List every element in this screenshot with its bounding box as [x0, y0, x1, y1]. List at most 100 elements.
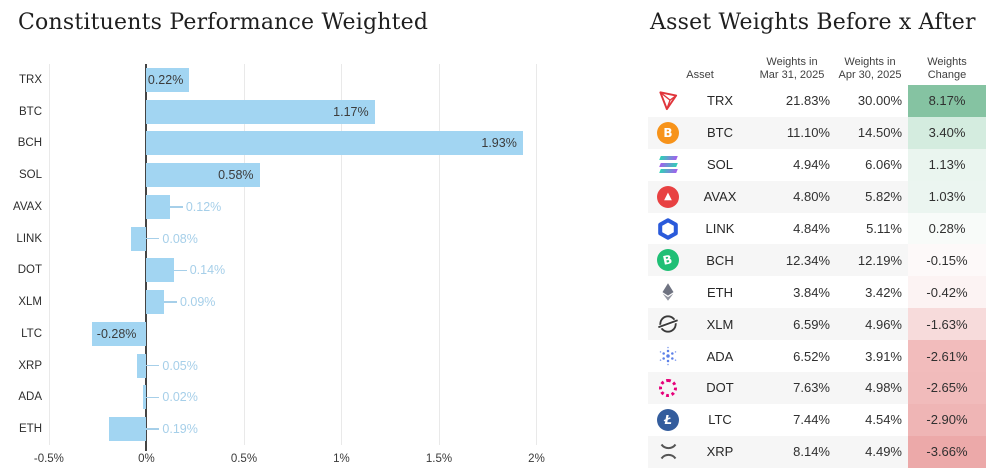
bar-value-label: 0.14%: [189, 263, 226, 278]
weight-after-value: 5.11%: [866, 221, 902, 236]
y-axis-label-bch: BCH: [17, 137, 42, 150]
weight-change-value: -1.63%: [908, 308, 986, 341]
table-row-dot: DOT 7.63% 4.98% -2.65%: [648, 372, 986, 404]
table-row-trx: TRX 21.83% 30.00% 8.17%: [648, 85, 986, 117]
weight-before-value: 21.83%: [785, 93, 830, 109]
weight-before-value: 12.34%: [785, 252, 830, 268]
x-gridline: [536, 64, 538, 445]
weight-change-value: 8.17%: [908, 85, 986, 117]
y-axis-label-xlm: XLM: [18, 296, 42, 309]
asset-ticker: DOT: [706, 380, 734, 396]
asset-ticker: AVAX: [703, 189, 737, 205]
y-axis-label-btc: BTC: [19, 105, 42, 118]
x-axis-zero-line: [145, 64, 148, 451]
bar-value-label: 0.58%: [218, 168, 254, 183]
bar-xlm[interactable]: [146, 290, 164, 315]
bar-value-label: 0.19%: [162, 422, 198, 437]
bar-value-label: 1.17%: [333, 104, 369, 119]
bar-value-label: 0.02%: [162, 390, 198, 405]
x-tick-label: 0%: [138, 453, 155, 465]
bar-sol[interactable]: [146, 163, 260, 188]
x-gridline: [438, 64, 440, 445]
weight-before-value: 4.80%: [793, 189, 830, 205]
bar-label-leader-line: [146, 396, 160, 399]
weight-change-value: -2.90%: [908, 403, 986, 436]
weight-before-value: 3.84%: [793, 284, 830, 300]
trx-icon: [648, 85, 688, 117]
bar-label-leader-line: [163, 301, 177, 303]
weight-change-value: 1.13%: [908, 148, 986, 181]
bar-trx[interactable]: [146, 67, 190, 92]
weight-after-value: 4.49%: [865, 444, 902, 460]
weight-before-value: 6.59%: [793, 316, 830, 332]
x-tick-label: 0.5%: [230, 453, 258, 465]
weight-after-value: 3.42%: [865, 284, 902, 300]
table-body: TRX 21.83% 30.00% 8.17% B BTC 11.10% 14.50% 3.40…: [648, 85, 986, 468]
asset-ticker: XLM: [706, 316, 734, 332]
table-header-col-weights-1: Weights in Mar 31, 2025: [759, 56, 825, 81]
x-tick-label: 2%: [528, 453, 545, 465]
asset-ticker: ETH: [707, 284, 733, 300]
asset-ticker: XRP: [706, 444, 734, 460]
bar-ltc[interactable]: [91, 321, 147, 346]
bar-value-label: -0.28%: [96, 326, 137, 341]
bar-btc[interactable]: [146, 99, 375, 124]
weight-before-value: 6.52%: [793, 348, 830, 364]
x-gridline: [243, 64, 245, 445]
chart-title: Constituents Performance Weighted: [18, 10, 429, 35]
x-tick-label: 1.5%: [425, 453, 453, 465]
bar-xrp[interactable]: [136, 353, 147, 378]
y-axis-label-dot: DOT: [17, 264, 42, 277]
asset-ticker: BCH: [706, 252, 734, 268]
bar-value-label: 0.09%: [179, 295, 216, 310]
btc-icon: B: [648, 117, 688, 149]
table-header-col-change: Weights Change: [927, 56, 967, 81]
table-header-col-weights-2: Weights in Apr 30, 2025: [838, 56, 902, 81]
y-axis-label-link: LINK: [16, 232, 42, 245]
weight-after-value: 14.50%: [857, 125, 902, 141]
bar-label-leader-line: [146, 237, 160, 240]
ltc-icon: Ł: [648, 404, 688, 436]
weight-change-value: -0.42%: [908, 276, 986, 309]
bar-value-label: 0.05%: [162, 358, 198, 373]
bar-dot[interactable]: [146, 258, 174, 283]
y-axis-label-xrp: XRP: [18, 359, 42, 372]
weight-after-value: 5.82%: [865, 189, 902, 205]
table-row-ada: ADA 6.52% 3.91% -2.61%: [648, 340, 986, 373]
table-row-eth: ETH 3.84% 3.42% -0.42%: [648, 276, 986, 309]
asset-ticker: LTC: [708, 412, 732, 428]
weight-after-value: 4.96%: [865, 316, 902, 332]
asset-weights-table: Asset Weights in Mar 31, 2025 Weights in Apr…: [648, 46, 986, 468]
asset-ticker: ADA: [706, 348, 734, 364]
table-row-xlm: XLM 6.59% 4.96% -1.63%: [648, 308, 986, 341]
x-gridline: [341, 64, 343, 445]
weight-before-value: 8.14%: [793, 444, 830, 460]
x-tick-label: -0.5%: [33, 453, 64, 465]
y-axis-label-eth: ETH: [19, 423, 42, 436]
y-axis-label-ada: ADA: [18, 391, 42, 404]
asset-ticker: TRX: [707, 93, 733, 109]
table-row-xrp: XRP 8.14% 4.49% -3.66%: [648, 435, 986, 468]
weight-change-value: 3.40%: [908, 116, 986, 149]
table-row-bch: B BCH 12.34% 12.19% -0.15%: [648, 244, 986, 277]
xlm-icon: [648, 308, 688, 340]
table-header-col-asset: Asset: [686, 69, 714, 81]
bar-bch[interactable]: [146, 131, 523, 156]
weight-change-value: -2.65%: [908, 372, 986, 404]
x-tick-label: 1%: [333, 453, 350, 465]
y-axis-label-ltc: LTC: [21, 327, 42, 340]
weight-after-value: 4.98%: [865, 380, 902, 396]
weight-change-value: -0.15%: [908, 244, 986, 277]
xrp-icon: [648, 436, 688, 468]
bar-label-leader-line: [169, 206, 183, 208]
bar-link[interactable]: [130, 226, 147, 251]
ada-icon: [648, 340, 688, 372]
bch-icon: B: [648, 244, 688, 276]
bar-eth[interactable]: [109, 417, 147, 442]
link-icon: [648, 213, 688, 245]
performance-bar-chart: Constituents Performance Weighted -0.5% 0…: [13, 10, 545, 465]
asset-ticker: SOL: [706, 157, 733, 173]
bar-ada[interactable]: [142, 385, 147, 410]
bar-avax[interactable]: [146, 194, 170, 219]
bar-value-label: 1.93%: [481, 136, 517, 151]
